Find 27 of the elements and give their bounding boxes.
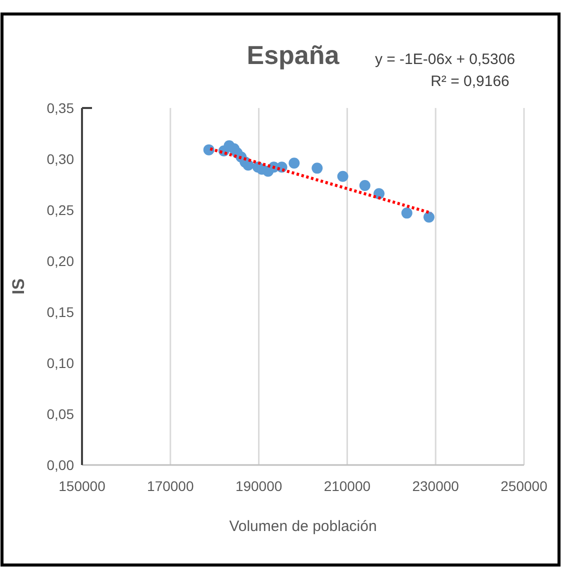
chart-title: España <box>246 40 340 70</box>
x-axis-title: Volumen de población <box>229 518 377 535</box>
y-tick-label: 0,25 <box>46 202 74 218</box>
y-tick-label: 0,20 <box>46 253 74 269</box>
y-tick-label: 0,00 <box>46 457 74 473</box>
text: R² = 0,9166 <box>430 73 510 90</box>
x-tick-label: 230000 <box>412 478 460 494</box>
y-tick-label: 0,35 <box>46 100 74 116</box>
text: y = -1E-06x + 0,5306 <box>374 51 516 68</box>
x-tick-label: 210000 <box>324 478 371 494</box>
y-tick-label: 0,30 <box>46 151 74 167</box>
y-tick-label: 0,15 <box>46 304 74 320</box>
point <box>312 162 323 174</box>
x-tick-label: 190000 <box>235 478 282 494</box>
point <box>423 212 434 223</box>
point <box>288 158 300 169</box>
x-tick-label: 250000 <box>500 478 548 494</box>
point <box>203 144 214 156</box>
y-tick-label: 0,05 <box>46 406 74 422</box>
point <box>401 208 412 219</box>
x-tick-label: 150000 <box>58 478 106 494</box>
point <box>337 170 348 182</box>
x-tick-label: 170000 <box>147 478 194 494</box>
y-tick-label: 0,10 <box>46 355 74 371</box>
y-axis-title: IS <box>9 278 28 295</box>
point <box>359 180 370 192</box>
point <box>242 160 254 171</box>
